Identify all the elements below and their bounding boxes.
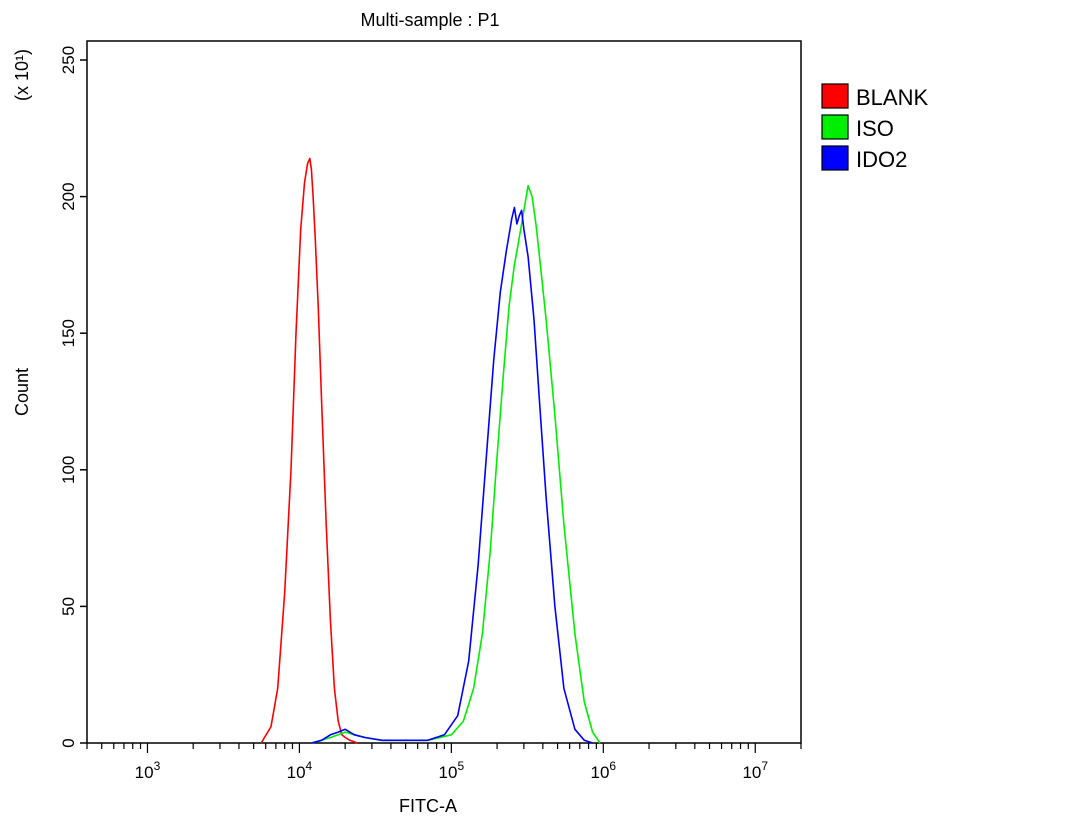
y-tick-label: 250 [59,46,78,74]
series-line-blank [260,157,358,744]
y-tick-label: 150 [59,319,78,347]
legend-swatch-iso [821,114,849,140]
x-axis-ticks: 103 104 105 106 107 [86,743,802,782]
x-tick-label: 105 [439,759,465,782]
y-tick-label: 100 [59,456,78,484]
legend-swatch-ido2 [821,145,849,171]
chart-title: Multi-sample : P1 [360,10,499,30]
x-axis-title: FITC-A [399,796,457,816]
legend-swatch-blank [821,83,849,109]
y-tick-label: 200 [59,182,78,210]
y-tick-label: 50 [59,597,78,616]
y-axis-multiplier: (x 10¹) [12,49,32,101]
legend-label-iso: ISO [856,116,894,141]
legend-label-ido2: IDO2 [856,147,907,172]
legend: BLANK ISO IDO2 [821,83,928,172]
x-tick-label: 107 [742,759,768,782]
x-tick-label: 106 [591,759,617,782]
y-axis-ticks: 0 50 100 150 200 250 [59,46,87,748]
series-line-ido2 [311,206,593,744]
x-tick-label: 104 [287,759,313,782]
x-tick-label: 103 [135,759,161,782]
series-line-iso [311,184,601,744]
legend-label-blank: BLANK [856,85,928,110]
y-tick-label: 0 [59,738,78,747]
y-axis-title: Count [12,368,32,416]
series-lines [260,157,601,744]
plot-frame [86,40,802,744]
